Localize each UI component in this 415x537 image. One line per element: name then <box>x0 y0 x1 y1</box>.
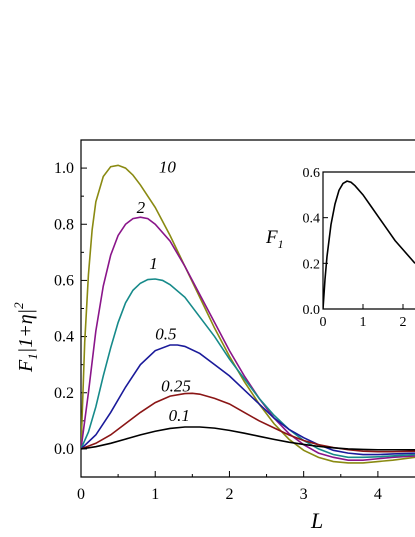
curve-10 <box>81 164 415 464</box>
y-tick-label: 0.8 <box>54 216 74 233</box>
curve-label-2: 2 <box>137 198 146 217</box>
y-tick-label: 1.0 <box>54 160 74 177</box>
y-axis-title-sup: 2 <box>11 302 26 309</box>
y-tick-label: 0.4 <box>54 329 74 346</box>
inset-y-axis-title-sub: 1 <box>278 237 284 251</box>
y-axis-title: F1|1+η|2 <box>11 302 40 373</box>
curve-label-10: 10 <box>159 157 177 176</box>
curve-label-0-25: 0.25 <box>161 376 191 395</box>
curve-0-1 <box>81 426 415 451</box>
inset-x-tick-label: 1 <box>360 315 367 330</box>
y-axis-title-main: F <box>15 359 37 373</box>
inset-curve <box>323 180 415 309</box>
inset-y-axis-title-main: F <box>265 227 278 248</box>
x-tick-label: 0 <box>77 486 85 503</box>
curve-label-1: 1 <box>149 254 158 273</box>
curve-label-0-1: 0.1 <box>169 406 190 425</box>
x-tick-label: 4 <box>374 486 382 503</box>
x-tick-label: 3 <box>300 486 308 503</box>
curve-label-0-5: 0.5 <box>155 324 176 343</box>
inset-x-tick-label: 2 <box>400 315 407 330</box>
x-axis-title: L <box>310 508 323 533</box>
inset-y-tick-label: 0.4 <box>303 212 321 227</box>
y-tick-label: 0.0 <box>54 441 74 458</box>
y-axis-title-sub: 1 <box>25 353 40 360</box>
curve-2 <box>81 216 415 461</box>
inset-y-tick-label: 0.2 <box>303 257 321 272</box>
main-curves <box>81 164 415 464</box>
curve-1 <box>81 278 415 459</box>
y-axis-title-bars: |1+η| <box>15 309 37 353</box>
inset-x-tick-label: 0 <box>320 315 327 330</box>
y-tick-label: 0.6 <box>54 272 74 289</box>
inset-y-axis-title: F1 <box>265 227 284 251</box>
inset-plot: 0 1 2 0.0 0.2 0.4 0.6 <box>303 166 415 330</box>
inset-curves <box>323 180 415 309</box>
inset-y-tick-label: 0.0 <box>303 303 321 318</box>
curve-0-25 <box>81 392 415 453</box>
x-tick-label: 1 <box>151 486 159 503</box>
inset-axes-frame <box>322 171 415 310</box>
y-tick-label: 0.2 <box>54 385 74 402</box>
x-tick-label: 2 <box>225 486 233 503</box>
curve-0-5 <box>81 344 415 456</box>
inset-y-tick-label: 0.6 <box>303 166 321 181</box>
